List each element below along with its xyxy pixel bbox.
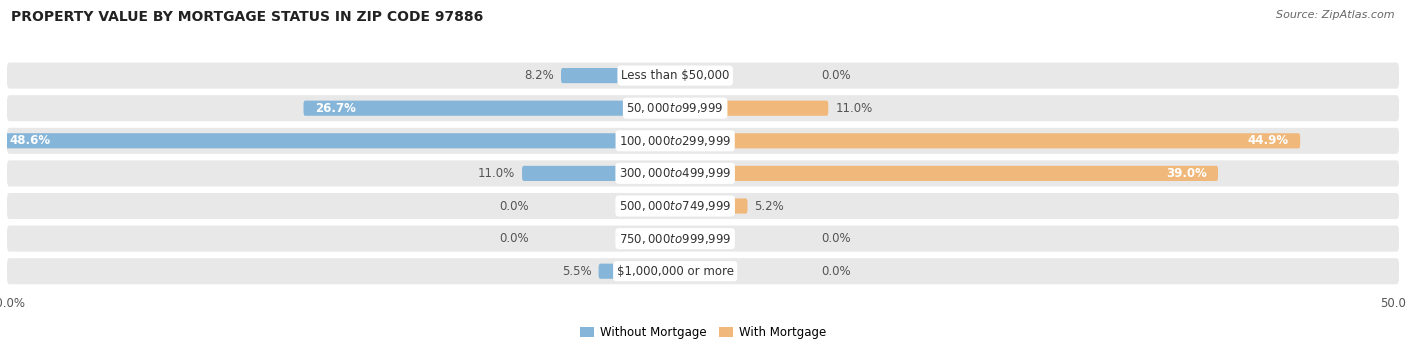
Text: Source: ZipAtlas.com: Source: ZipAtlas.com (1277, 10, 1395, 20)
FancyBboxPatch shape (7, 258, 1399, 284)
FancyBboxPatch shape (599, 264, 675, 279)
FancyBboxPatch shape (7, 128, 1399, 154)
Text: $300,000 to $499,999: $300,000 to $499,999 (619, 166, 731, 181)
Text: 0.0%: 0.0% (499, 200, 529, 212)
FancyBboxPatch shape (561, 68, 675, 83)
Text: 39.0%: 39.0% (1166, 167, 1206, 180)
FancyBboxPatch shape (675, 166, 1218, 181)
FancyBboxPatch shape (7, 193, 1399, 219)
FancyBboxPatch shape (7, 95, 1399, 121)
Text: $1,000,000 or more: $1,000,000 or more (617, 265, 734, 278)
Text: 5.5%: 5.5% (562, 265, 592, 278)
FancyBboxPatch shape (522, 166, 675, 181)
Text: PROPERTY VALUE BY MORTGAGE STATUS IN ZIP CODE 97886: PROPERTY VALUE BY MORTGAGE STATUS IN ZIP… (11, 10, 484, 24)
FancyBboxPatch shape (675, 101, 828, 116)
Text: $50,000 to $99,999: $50,000 to $99,999 (627, 101, 724, 115)
FancyBboxPatch shape (7, 225, 1399, 252)
Text: 0.0%: 0.0% (821, 232, 851, 245)
Text: $100,000 to $299,999: $100,000 to $299,999 (619, 134, 731, 148)
Text: 48.6%: 48.6% (10, 134, 51, 147)
Text: 11.0%: 11.0% (835, 102, 873, 115)
Text: 0.0%: 0.0% (821, 69, 851, 82)
FancyBboxPatch shape (675, 133, 1301, 148)
Text: 44.9%: 44.9% (1249, 134, 1289, 147)
FancyBboxPatch shape (304, 101, 675, 116)
Legend: Without Mortgage, With Mortgage: Without Mortgage, With Mortgage (581, 326, 825, 339)
FancyBboxPatch shape (7, 63, 1399, 89)
FancyBboxPatch shape (675, 199, 748, 214)
Text: 0.0%: 0.0% (821, 265, 851, 278)
FancyBboxPatch shape (0, 133, 675, 148)
Text: Less than $50,000: Less than $50,000 (621, 69, 730, 82)
Text: 11.0%: 11.0% (478, 167, 515, 180)
Text: $750,000 to $999,999: $750,000 to $999,999 (619, 232, 731, 245)
FancyBboxPatch shape (7, 160, 1399, 186)
Text: 8.2%: 8.2% (524, 69, 554, 82)
Text: 0.0%: 0.0% (499, 232, 529, 245)
Text: $500,000 to $749,999: $500,000 to $749,999 (619, 199, 731, 213)
Text: 5.2%: 5.2% (755, 200, 785, 212)
Text: 26.7%: 26.7% (315, 102, 356, 115)
